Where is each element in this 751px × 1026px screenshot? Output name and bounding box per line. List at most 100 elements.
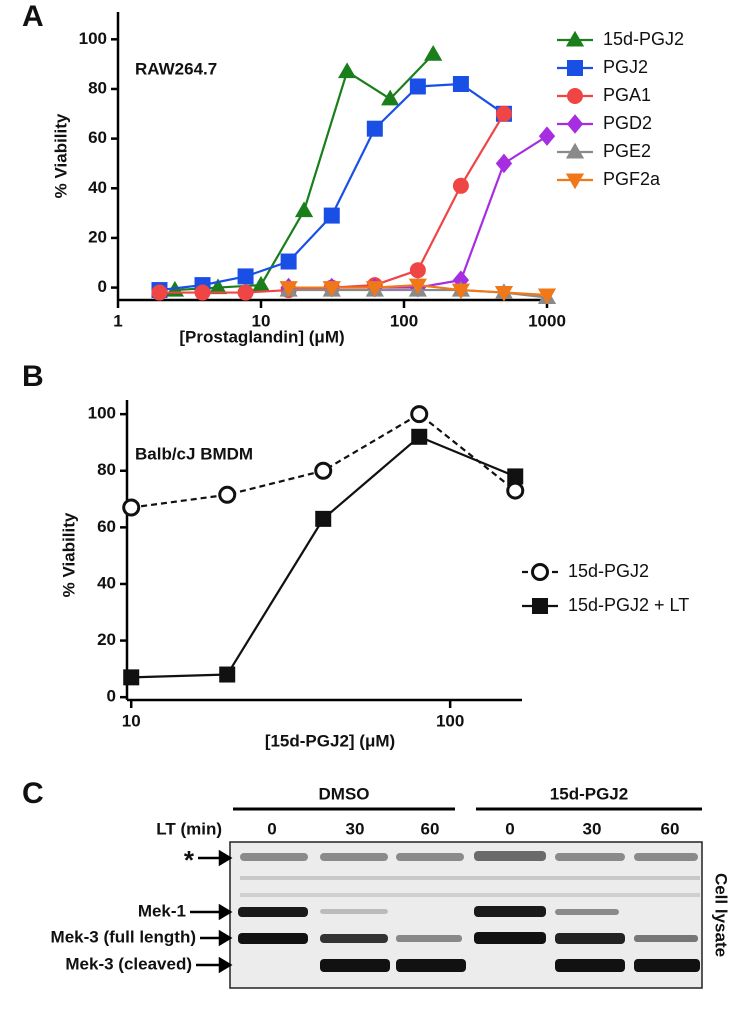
legend-label: PGD2 <box>603 113 652 133</box>
marker <box>424 44 443 61</box>
legend-marker <box>567 88 583 104</box>
y-tick-label: 40 <box>88 178 107 197</box>
marker <box>323 207 340 224</box>
y-axis-title: % Viability <box>59 512 78 597</box>
legend-marker <box>565 173 585 190</box>
legend-label: 15d-PGJ2 <box>603 29 684 49</box>
marker <box>451 283 471 300</box>
legend-label: 15d-PGJ2 + LT <box>568 595 689 615</box>
panel-letter: A <box>22 0 44 33</box>
timepoint: 0 <box>505 819 514 838</box>
x-axis-title: [15d-PGJ2] (μM) <box>265 731 395 750</box>
legend-marker <box>567 60 583 76</box>
marker <box>366 120 383 137</box>
group-label: 15d-PGJ2 <box>550 784 628 803</box>
marker <box>315 510 332 527</box>
blot-bands <box>238 851 700 972</box>
marker <box>237 284 254 301</box>
x-tick-label: 1000 <box>528 311 566 330</box>
marker <box>494 286 514 302</box>
series-line <box>159 82 505 292</box>
marker <box>409 262 426 279</box>
marker <box>507 468 524 485</box>
panel-letter: B <box>22 360 44 393</box>
y-tick-label: 0 <box>98 277 107 296</box>
marker <box>411 428 428 445</box>
timepoint: 30 <box>346 819 365 838</box>
marker <box>337 62 357 79</box>
legend-marker <box>566 114 584 134</box>
legend-label: PGA1 <box>603 85 651 105</box>
marker <box>538 126 556 146</box>
x-axis-title: [Prostaglandin] (μM) <box>179 327 344 346</box>
marker <box>280 253 297 270</box>
y-tick-label: 60 <box>88 128 107 147</box>
legend-marker <box>532 598 548 614</box>
marker <box>218 485 237 504</box>
y-tick-label: 80 <box>88 78 107 97</box>
y-tick-label: 100 <box>79 29 107 48</box>
y-tick-label: 80 <box>97 460 116 479</box>
band-arrows <box>190 849 233 974</box>
x-tick-label: 10 <box>252 311 271 330</box>
y-tick-label: 20 <box>97 630 116 649</box>
marker <box>408 278 427 295</box>
marker <box>452 177 469 194</box>
panel-letter: C <box>22 777 44 810</box>
marker <box>495 153 513 174</box>
timepoint: 0 <box>267 819 276 838</box>
marker <box>122 498 141 517</box>
annotation: Balb/cJ BMDM <box>135 444 253 463</box>
legend-label: 15d-PGJ2 <box>568 561 649 581</box>
timepoint: 60 <box>421 819 440 838</box>
legend-label: PGE2 <box>603 141 651 161</box>
marker <box>314 461 333 480</box>
x-tick-label: 1 <box>113 311 122 330</box>
marker <box>381 89 400 106</box>
marker <box>251 275 271 292</box>
marker <box>410 405 429 424</box>
marker <box>506 481 525 500</box>
annotation: RAW264.7 <box>135 59 217 78</box>
legend-marker <box>565 142 585 159</box>
band-label: Mek-1 <box>138 901 186 920</box>
marker <box>495 105 512 122</box>
y-tick-label: 100 <box>88 404 116 423</box>
marker <box>237 268 254 285</box>
x-tick-label: 100 <box>390 311 418 330</box>
marker <box>279 281 298 297</box>
timepoint: 30 <box>583 819 602 838</box>
band-label: Mek-3 (cleaved) <box>65 954 192 973</box>
x-tick-label: 100 <box>436 711 464 730</box>
legend-label: PGJ2 <box>603 57 648 77</box>
legend-marker <box>565 30 585 47</box>
y-tick-label: 0 <box>107 687 116 706</box>
blot-panel: C DMSO 15d-PGJ2 LT (min) 0 30 60 0 30 60 <box>22 777 731 989</box>
marker <box>123 669 140 686</box>
marker <box>151 284 168 301</box>
y-tick-label: 60 <box>97 517 116 536</box>
marker <box>194 284 211 301</box>
y-tick-label: 20 <box>88 227 107 246</box>
series-line <box>159 113 505 294</box>
legend-label: PGF2a <box>603 169 661 189</box>
marker <box>294 201 314 218</box>
series-line <box>174 53 434 292</box>
marker <box>365 281 384 297</box>
side-label: Cell lysate <box>712 873 731 957</box>
marker <box>537 288 557 305</box>
legend-marker <box>531 563 549 581</box>
marker <box>409 78 426 95</box>
marker <box>452 76 469 92</box>
group-label: DMSO <box>319 784 370 803</box>
band-label: Mek-3 (full length) <box>51 927 196 946</box>
band-label: * <box>184 845 195 875</box>
marker <box>219 666 236 683</box>
timepoint: 60 <box>661 819 680 838</box>
x-tick-label: 10 <box>122 711 141 730</box>
y-tick-label: 40 <box>97 573 116 592</box>
lt-label: LT (min) <box>156 819 222 838</box>
marker <box>322 281 341 297</box>
y-axis-title: % Viability <box>51 113 70 198</box>
